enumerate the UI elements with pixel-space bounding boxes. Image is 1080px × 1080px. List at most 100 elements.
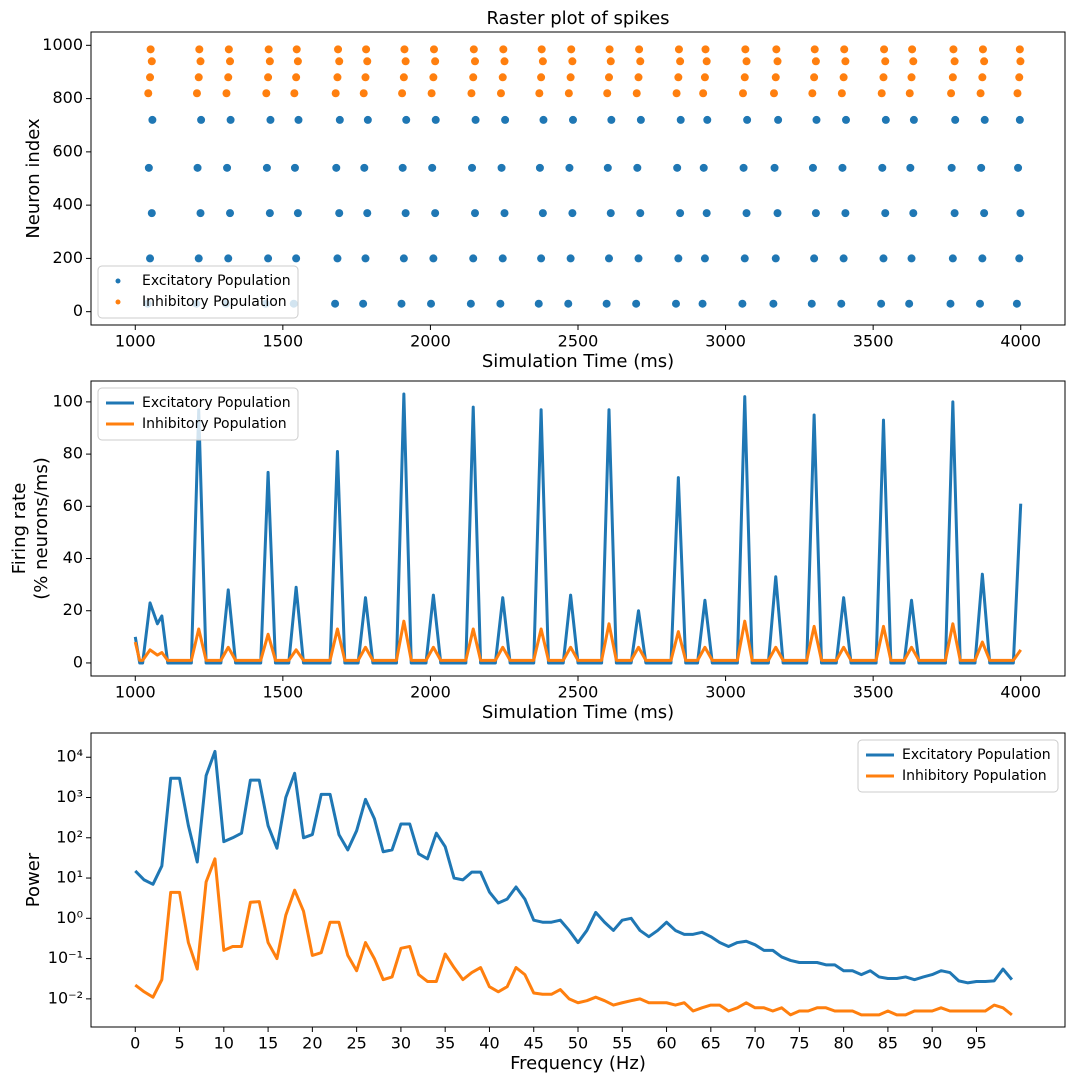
spike xyxy=(740,73,749,82)
spike xyxy=(840,45,849,54)
spike xyxy=(470,209,479,218)
spike xyxy=(197,115,206,124)
spike xyxy=(879,254,888,263)
x-tick-label: 90 xyxy=(922,1034,942,1053)
spike xyxy=(398,163,407,172)
spike xyxy=(949,45,958,54)
spike xyxy=(909,209,918,218)
spike xyxy=(264,45,273,54)
spike xyxy=(429,73,438,82)
spike xyxy=(810,254,819,263)
y-tick-label: 10⁻¹ xyxy=(48,948,83,967)
spike xyxy=(978,45,987,54)
y-tick-label: 10¹ xyxy=(56,868,83,887)
y-tick-label: 0 xyxy=(73,301,83,320)
y-axis-label: Neuron index xyxy=(23,118,44,239)
spike xyxy=(193,163,202,172)
spike xyxy=(773,57,782,66)
series-line xyxy=(134,749,1014,985)
spike xyxy=(980,115,989,124)
spike xyxy=(907,254,916,263)
spike xyxy=(602,299,611,308)
spike xyxy=(399,254,408,263)
axes-frame xyxy=(90,732,1066,1028)
spike xyxy=(812,115,821,124)
spike xyxy=(632,89,641,98)
spike xyxy=(226,209,235,218)
spike xyxy=(293,209,302,218)
spike xyxy=(881,209,890,218)
spike xyxy=(838,163,847,172)
spike xyxy=(290,163,299,172)
spike xyxy=(879,73,888,82)
spike xyxy=(192,89,201,98)
spike xyxy=(471,115,480,124)
spike xyxy=(839,73,848,82)
spike xyxy=(975,299,984,308)
spike xyxy=(361,73,370,82)
spike xyxy=(360,163,369,172)
x-tick-label: 4000 xyxy=(1000,332,1041,351)
spike xyxy=(774,115,783,124)
spike xyxy=(906,163,915,172)
spike xyxy=(468,163,477,172)
spike xyxy=(738,89,747,98)
spike xyxy=(146,254,155,263)
spike xyxy=(700,73,709,82)
spike xyxy=(699,163,708,172)
spike xyxy=(1016,57,1025,66)
spike xyxy=(1015,254,1024,263)
x-axis-label: Frequency (Hz) xyxy=(510,1053,646,1074)
spike xyxy=(431,115,440,124)
spike xyxy=(837,299,846,308)
spike xyxy=(950,209,959,218)
spike xyxy=(335,115,344,124)
spike xyxy=(811,57,820,66)
spike xyxy=(402,115,411,124)
spike xyxy=(676,115,685,124)
axes-frame xyxy=(90,380,1066,677)
spike xyxy=(226,57,235,66)
x-tick-label: 95 xyxy=(966,1034,986,1053)
x-tick-label: 5 xyxy=(174,1034,184,1053)
spike xyxy=(702,57,711,66)
spike xyxy=(771,254,780,263)
spike xyxy=(1015,45,1024,54)
spike xyxy=(266,115,275,124)
spike xyxy=(739,163,748,172)
y-tick-label: 60 xyxy=(63,496,83,515)
spike xyxy=(877,299,886,308)
spike xyxy=(539,115,548,124)
spike xyxy=(262,89,271,98)
spike xyxy=(810,73,819,82)
spike xyxy=(907,73,916,82)
spike xyxy=(773,209,782,218)
y-tick-label: 600 xyxy=(52,141,83,160)
x-tick-label: 10 xyxy=(214,1034,234,1053)
spike xyxy=(428,163,437,172)
spike xyxy=(700,254,709,263)
spike xyxy=(881,57,890,66)
x-axis-label: Simulation Time (ms) xyxy=(482,702,674,723)
y-tick-label: 0 xyxy=(73,652,83,671)
spike xyxy=(194,254,203,263)
spike xyxy=(466,299,475,308)
x-tick-label: 4000 xyxy=(1000,683,1041,702)
legend-label: Excitatory Population xyxy=(142,395,291,411)
spike xyxy=(769,89,778,98)
spike xyxy=(333,73,342,82)
spike xyxy=(568,57,577,66)
spike xyxy=(810,45,819,54)
spike xyxy=(950,57,959,66)
y-tick-label: 10² xyxy=(56,827,83,846)
spike xyxy=(196,57,205,66)
spike xyxy=(841,115,850,124)
x-tick-label: 3000 xyxy=(705,683,746,702)
spike xyxy=(331,299,340,308)
spike xyxy=(226,115,235,124)
y-tick-label: 100 xyxy=(52,391,83,410)
spike xyxy=(837,89,846,98)
spike xyxy=(498,73,507,82)
